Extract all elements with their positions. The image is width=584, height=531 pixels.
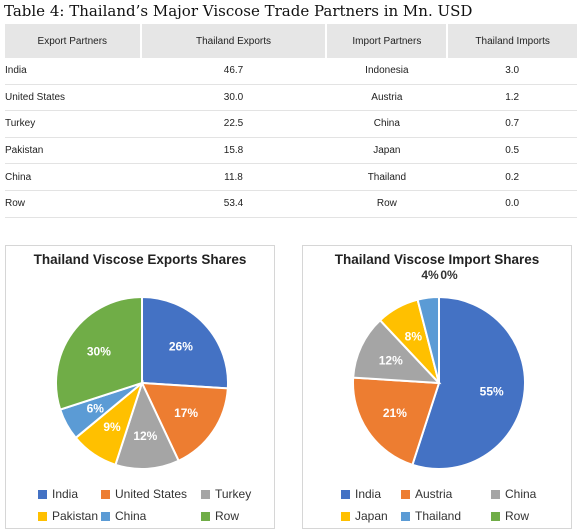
- export-value-cell: 22.5: [140, 110, 327, 138]
- export-value-cell: 53.4: [140, 190, 327, 218]
- import-partner-cell: Japan: [326, 137, 448, 165]
- legend-swatch: [491, 490, 500, 499]
- pie-slice-thailand: [416, 295, 440, 384]
- export-partner-cell: Pakistan: [5, 137, 141, 165]
- pie-slice-india: [141, 295, 229, 390]
- pie-slice-india: [411, 295, 526, 470]
- legend-swatch: [341, 512, 350, 521]
- import-value-cell: 0.7: [447, 110, 577, 138]
- legend-swatch: [401, 490, 410, 499]
- legend-label: Pakistan: [52, 509, 99, 523]
- import-partner-cell: China: [326, 110, 448, 138]
- import-value-cell: 0.0: [447, 190, 577, 218]
- export-partner-cell: Turkey: [5, 110, 141, 138]
- legend-label: Turkey: [215, 487, 252, 501]
- slice-percent-label: 26%: [169, 339, 193, 353]
- legend-swatch: [201, 490, 210, 499]
- legend-label: India: [52, 487, 79, 501]
- legend-item-china: China: [491, 487, 536, 501]
- export-partner-cell: China: [5, 163, 141, 191]
- legend-swatch: [38, 512, 47, 521]
- table-header-row: Export Partners Thailand Exports Import …: [5, 24, 577, 58]
- legend-label: Japan: [355, 509, 388, 523]
- legend-label: Row: [505, 509, 530, 523]
- legend-item-japan: Japan: [341, 509, 388, 523]
- table-row: United States 30.0 Austria 1.2: [5, 84, 577, 112]
- import-partner-cell: Austria: [326, 84, 448, 112]
- slice-percent-label: 8%: [405, 329, 423, 343]
- legend-item-turkey: Turkey: [201, 487, 251, 501]
- legend-swatch: [401, 512, 410, 521]
- slice-percent-label: 6%: [87, 402, 105, 416]
- legend-item-china: China: [101, 509, 146, 523]
- imports-pie-svg: 55% 21% 12%8% 4% 0%: [352, 268, 526, 470]
- legend-item-united-states: United States: [101, 487, 187, 501]
- legend-label: China: [115, 509, 147, 523]
- legend-swatch: [201, 512, 210, 521]
- legend-swatch: [491, 512, 500, 521]
- export-partner-cell: United States: [5, 84, 141, 112]
- slice-percent-label: 17%: [174, 406, 198, 420]
- pie-slice-austria: [352, 376, 441, 467]
- legend-label: United States: [115, 487, 188, 501]
- legend-swatch: [341, 490, 350, 499]
- legend-item-pakistan: Pakistan: [38, 509, 98, 523]
- slice-percent-label: 21%: [383, 406, 407, 420]
- pie-slice-row: [55, 295, 143, 411]
- legend-swatch: [101, 512, 110, 521]
- slice-percent-label: 9%: [103, 420, 121, 434]
- legend-label: Row: [215, 509, 240, 523]
- legend-swatch: [101, 490, 110, 499]
- table-row: China 11.8 Thailand 0.2: [5, 163, 577, 191]
- export-value-cell: 46.7: [140, 58, 327, 85]
- slice-percent-label: 0%: [440, 268, 458, 282]
- legend-item-thailand: Thailand: [401, 509, 461, 523]
- table-caption: Table 4: Thailand’s Major Viscose Trade …: [4, 2, 473, 20]
- table-row: Row 53.4 Row 0.0: [5, 190, 577, 218]
- header-thailand-imports: Thailand Imports: [447, 24, 577, 58]
- export-value-cell: 30.0: [140, 84, 327, 112]
- exports-pie-chart: Thailand Viscose Exports Shares 26% 17% 12…: [5, 245, 275, 529]
- imports-pie-chart: Thailand Viscose Import Shares 55% 21% 12%…: [302, 245, 572, 529]
- table-row: Turkey 22.5 China 0.7: [5, 110, 577, 138]
- slice-percent-label: 12%: [133, 429, 157, 443]
- pie-slice-china: [352, 318, 442, 385]
- trade-partners-table: Export Partners Thailand Exports Import …: [5, 24, 577, 218]
- legend-swatch: [38, 490, 47, 499]
- legend-item-india: India: [341, 487, 381, 501]
- import-value-cell: 0.2: [447, 163, 577, 191]
- import-partner-cell: Indonesia: [326, 58, 448, 85]
- legend-label: India: [355, 487, 382, 501]
- slice-percent-label: 30%: [87, 345, 111, 359]
- legend-item-india: India: [38, 487, 78, 501]
- slice-percent-label: 12%: [379, 353, 403, 367]
- import-value-cell: 3.0: [447, 58, 577, 85]
- header-export-partners: Export Partners: [5, 24, 142, 58]
- pie-slice-turkey: [114, 380, 180, 470]
- legend-label: China: [505, 487, 537, 501]
- slice-percent-label: 55%: [480, 384, 504, 398]
- import-value-cell: 0.5: [447, 137, 577, 165]
- header-import-partners: Import Partners: [326, 24, 449, 58]
- exports-chart-title: Thailand Viscose Exports Shares: [33, 252, 247, 267]
- export-partner-cell: Row: [5, 190, 141, 218]
- pie-slice-united-states: [140, 381, 229, 463]
- table-row: Pakistan 15.8 Japan 0.5: [5, 137, 577, 165]
- import-value-cell: 1.2: [447, 84, 577, 112]
- export-value-cell: 11.8: [140, 163, 327, 191]
- import-partner-cell: Row: [326, 190, 448, 218]
- export-value-cell: 15.8: [140, 137, 327, 165]
- imports-chart-title: Thailand Viscose Import Shares: [334, 252, 540, 267]
- legend-item-row: Row: [491, 509, 529, 523]
- legend-label: Austria: [415, 487, 453, 501]
- slice-percent-label: 4%: [421, 268, 439, 282]
- legend-item-austria: Austria: [401, 487, 452, 501]
- legend-item-row: Row: [201, 509, 239, 523]
- exports-pie-svg: 26% 17% 12% 9% 6% 30%: [55, 295, 229, 470]
- legend-label: Thailand: [415, 509, 462, 523]
- import-partner-cell: Thailand: [326, 163, 448, 191]
- header-thailand-exports: Thailand Exports: [140, 24, 328, 58]
- table-row: India 46.7 Indonesia 3.0: [5, 58, 577, 85]
- export-partner-cell: India: [5, 58, 141, 85]
